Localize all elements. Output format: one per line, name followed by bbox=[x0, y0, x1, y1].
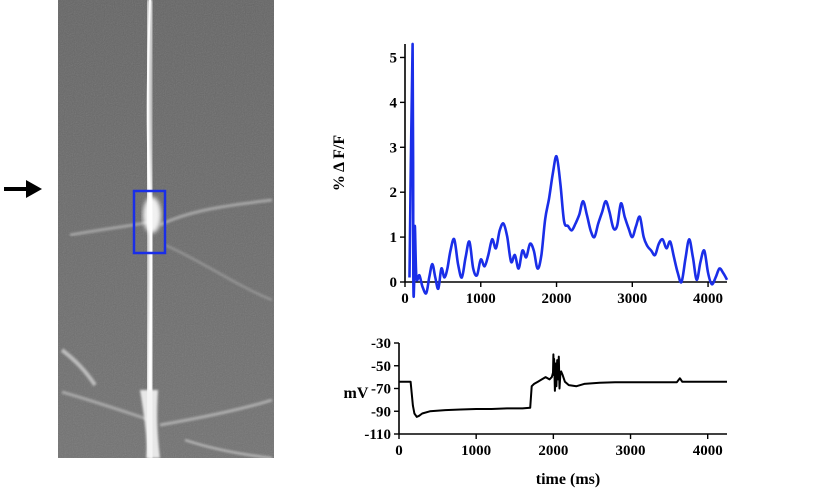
y-tick-label: -110 bbox=[364, 427, 391, 443]
side-process bbox=[60, 348, 97, 387]
voltage-chart: -30 -50 -70 -90 -110 0 1000 2000 3000 4000 mV ti… bbox=[344, 336, 727, 488]
x-tick-label: 0 bbox=[395, 443, 403, 459]
fluorescence-x-ticks: 0 1000 2000 3000 4000 bbox=[401, 282, 723, 307]
fluorescence-y-axis-label: % Δ F/F bbox=[331, 135, 348, 191]
voltage-y-ticks: -30 -50 -70 -90 -110 bbox=[364, 336, 399, 443]
x-tick-label: 1000 bbox=[466, 291, 496, 307]
y-tick-label: 1 bbox=[390, 230, 398, 246]
soma-base bbox=[140, 390, 160, 458]
voltage-series-line bbox=[399, 353, 727, 418]
micrograph-image bbox=[58, 0, 274, 458]
y-tick-label: -30 bbox=[371, 336, 391, 352]
side-process bbox=[159, 398, 273, 427]
y-tick-label: 0 bbox=[390, 275, 398, 291]
voltage-axes bbox=[398, 343, 727, 435]
x-tick-label: 3000 bbox=[617, 291, 647, 307]
fluorescence-y-ticks: 0 1 2 3 4 5 bbox=[390, 50, 405, 291]
x-tick-label: 4000 bbox=[693, 291, 723, 307]
y-tick-label: -90 bbox=[371, 404, 391, 420]
y-tick-label: -50 bbox=[371, 359, 391, 375]
x-tick-label: 4000 bbox=[693, 443, 723, 459]
voltage-x-ticks: 0 1000 2000 3000 4000 bbox=[395, 434, 723, 459]
fluorescence-axes bbox=[404, 44, 727, 283]
dendrite-bright-spot bbox=[143, 197, 161, 233]
y-tick-label: 2 bbox=[390, 185, 398, 201]
y-tick-label: -70 bbox=[371, 382, 391, 398]
x-tick-label: 2000 bbox=[542, 291, 572, 307]
y-tick-label: 3 bbox=[390, 140, 398, 156]
x-tick-label: 0 bbox=[401, 291, 409, 307]
right-arrow-icon bbox=[4, 180, 42, 198]
x-tick-label: 3000 bbox=[616, 443, 646, 459]
y-tick-label: 5 bbox=[390, 50, 398, 66]
side-process bbox=[184, 438, 273, 458]
fluorescence-chart: 0 1 2 3 4 5 0 1000 2000 3000 4000 % Δ F/F bbox=[331, 42, 729, 307]
x-tick-label: 1000 bbox=[461, 443, 491, 459]
x-tick-label: 2000 bbox=[538, 443, 568, 459]
fluorescence-series-line bbox=[408, 42, 729, 299]
side-process bbox=[61, 390, 151, 422]
side-process bbox=[164, 243, 273, 302]
y-tick-label: 4 bbox=[390, 95, 398, 111]
voltage-y-axis-label: mV bbox=[344, 385, 369, 402]
side-process bbox=[159, 198, 273, 227]
voltage-x-axis-label: time (ms) bbox=[536, 471, 600, 488]
roi-box bbox=[132, 189, 167, 255]
